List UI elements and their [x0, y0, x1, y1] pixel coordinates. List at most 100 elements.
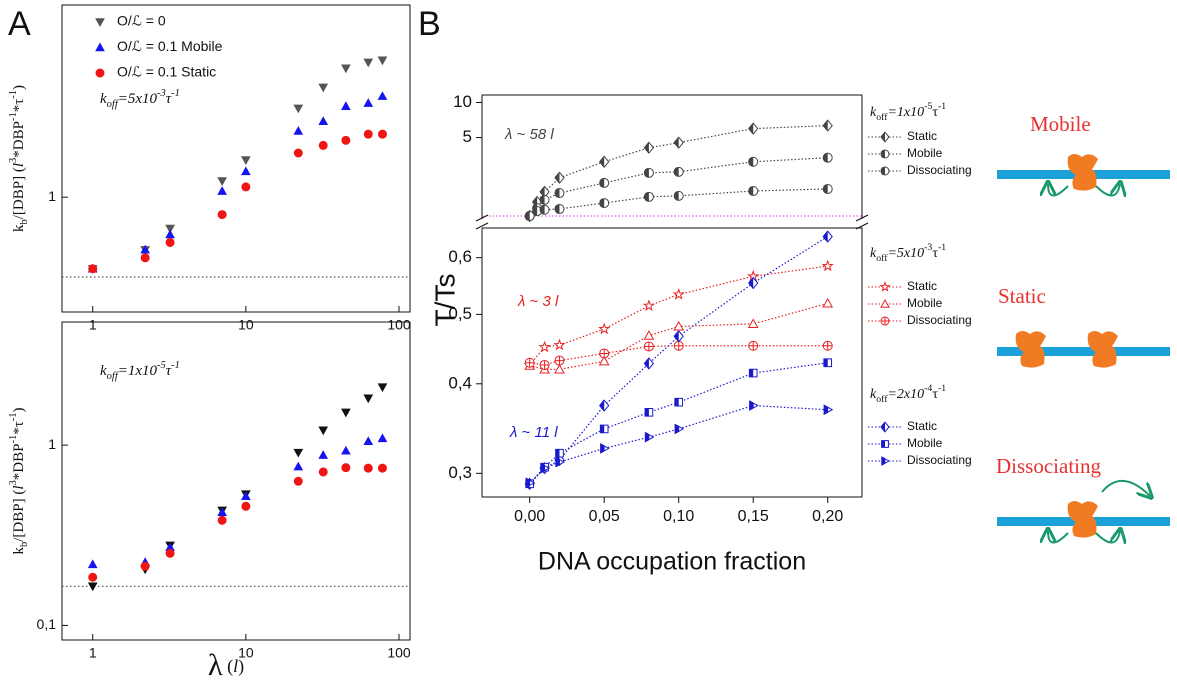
label-part: 3	[8, 480, 19, 485]
marker-shape	[377, 433, 388, 443]
marker-shape	[318, 467, 328, 477]
point	[748, 340, 759, 351]
point	[823, 404, 834, 416]
point	[642, 299, 656, 311]
label-part: -1	[8, 90, 19, 99]
panel-label: A	[8, 5, 31, 43]
label-part: =5x10	[887, 246, 924, 261]
y-tick-label: 0,4	[448, 373, 472, 392]
point	[318, 450, 329, 459]
label-part: off	[876, 253, 888, 264]
marker-shape	[241, 501, 251, 511]
point	[241, 182, 251, 192]
point	[748, 185, 759, 196]
marker-shape	[599, 178, 605, 188]
legend-label: Dissociating	[907, 163, 972, 177]
marker-shape	[241, 182, 251, 192]
label-part: )	[11, 85, 27, 90]
y-tick-label: 0,5	[448, 304, 472, 323]
point	[87, 559, 98, 569]
marker-shape	[881, 167, 885, 175]
point	[643, 141, 655, 154]
legend-marker	[879, 281, 891, 292]
legend-marker	[880, 166, 890, 176]
point	[598, 322, 611, 335]
marker-shape	[363, 394, 374, 404]
point	[599, 177, 610, 188]
diagram-dissociating	[997, 480, 1170, 543]
marker-shape	[88, 264, 98, 274]
marker-shape	[644, 341, 654, 351]
marker-shape	[165, 229, 175, 239]
marker-shape	[318, 450, 329, 459]
point	[318, 140, 328, 150]
legend-marker	[880, 316, 890, 326]
label-part: -1	[8, 435, 19, 444]
marker-shape	[673, 320, 685, 331]
point	[673, 320, 685, 331]
marker-shape	[645, 432, 650, 442]
legend-label: O/ℒ = 0.1 Mobile	[117, 38, 223, 54]
marker-shape	[645, 408, 649, 417]
marker-shape	[217, 515, 227, 525]
x-tick-label: 100	[387, 317, 411, 333]
marker-shape	[538, 340, 551, 353]
point	[822, 297, 834, 308]
point	[822, 183, 833, 194]
legend-marker	[881, 456, 891, 466]
annotation: λ ~ 11 l	[509, 424, 558, 441]
x-tick-label: 1	[89, 645, 97, 661]
x-tick-label: 1	[89, 317, 97, 333]
point	[377, 463, 387, 473]
label-part: *τ	[11, 99, 27, 113]
label-part: -4	[924, 383, 932, 394]
point	[165, 548, 175, 558]
label-part: l	[233, 656, 238, 676]
point	[293, 461, 304, 471]
y-tick-label: 0,6	[448, 247, 472, 266]
legend-marker	[880, 421, 890, 433]
point	[599, 198, 610, 209]
point	[341, 445, 351, 455]
legend-label: Mobile	[907, 146, 943, 160]
marker-shape	[363, 58, 374, 68]
label-part: (	[223, 656, 234, 677]
label-part: /[DBP] (	[11, 490, 27, 542]
marker-shape	[318, 83, 329, 93]
marker-shape	[532, 206, 538, 216]
label-part: =1x10	[887, 105, 924, 120]
marker-shape	[600, 425, 605, 433]
label-part: l	[11, 163, 27, 167]
label-part: =5x10	[118, 91, 158, 107]
point	[217, 177, 227, 187]
legend-label: Dissociating	[907, 313, 972, 327]
point	[363, 463, 373, 473]
marker-shape	[674, 191, 679, 201]
marker-shape	[880, 298, 890, 308]
marker-shape	[599, 156, 605, 168]
point	[88, 572, 98, 582]
point	[293, 448, 304, 458]
marker-shape	[293, 126, 304, 135]
marker-shape	[217, 507, 227, 517]
point	[643, 341, 654, 352]
marker-shape	[554, 188, 560, 198]
label-part: -1	[938, 101, 946, 112]
marker-shape	[748, 277, 754, 289]
label-part: l	[11, 485, 27, 489]
point	[823, 358, 833, 368]
annotation: λ ~ 58 l	[504, 126, 554, 143]
legend-label: Static	[907, 129, 937, 143]
point	[341, 408, 351, 418]
label-part: τ	[932, 387, 938, 402]
annotation: koff=1x10-5τ-1	[100, 360, 180, 382]
marker-shape	[363, 98, 374, 107]
marker-shape	[88, 572, 98, 582]
label-part: τ	[932, 246, 938, 261]
label-part: k	[870, 387, 877, 402]
point	[165, 229, 175, 239]
marker-shape	[881, 422, 885, 432]
point	[363, 394, 374, 404]
marker-shape	[525, 358, 535, 368]
point	[524, 211, 535, 222]
